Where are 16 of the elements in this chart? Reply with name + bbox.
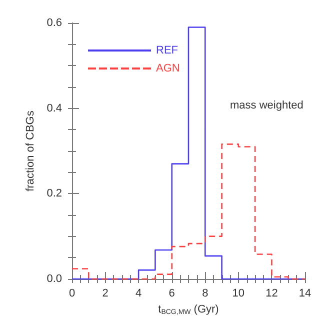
y-tick-label: 0.0 [46, 273, 62, 285]
x-tick-label: 4 [136, 288, 142, 300]
y-tick-label: 0.4 [46, 102, 62, 114]
y-tick-label: 0.6 [46, 17, 62, 29]
text: AGN [156, 62, 180, 74]
x-tick-label: 2 [102, 288, 108, 300]
x-tick-label: 0 [68, 288, 76, 300]
x-tick-label: 8 [202, 288, 208, 300]
x-tick-label: 12 [266, 288, 278, 300]
series-label: REF [156, 44, 178, 56]
annotation: mass weighted [230, 100, 304, 112]
x-tick-label: 6 [168, 288, 175, 300]
x-tick-label: 14 [298, 288, 312, 300]
x-tick-label: 10 [232, 288, 245, 300]
y-tick-label: 0.2 [46, 188, 62, 200]
y-axis-title: fraction of CBGs [24, 110, 36, 192]
